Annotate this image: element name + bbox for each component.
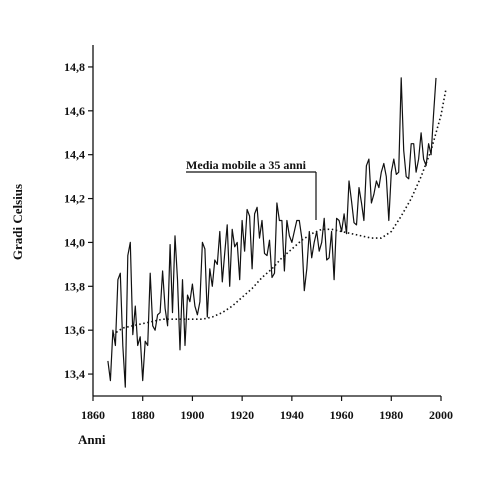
x-ticks: 1860 1880 1900 1920 1940 1960 1980 2000 — [81, 396, 453, 422]
x-tick-label: 2000 — [429, 408, 453, 422]
x-tick-label: 1880 — [131, 408, 155, 422]
annual-temperature-line — [107, 77, 437, 388]
y-tick-label: 13,8 — [64, 279, 85, 293]
x-tick-label: 1920 — [230, 408, 254, 422]
y-tick-label: 14,6 — [64, 104, 85, 118]
x-tick-label: 1900 — [180, 408, 204, 422]
x-tick-label: 1960 — [330, 408, 354, 422]
y-tick-label: 13,6 — [64, 323, 85, 337]
annotation-label: Media mobile a 35 anni — [186, 158, 307, 172]
x-tick-label: 1860 — [81, 408, 105, 422]
moving-average-line — [112, 88, 447, 336]
y-tick-label: 13,4 — [64, 367, 85, 381]
x-tick-label: 1980 — [379, 408, 403, 422]
y-tick-label: 14,4 — [64, 148, 85, 162]
y-ticks: 13,4 13,6 13,8 14,0 14,2 14,4 14,6 14,8 — [64, 60, 93, 381]
x-axis-title: Anni — [78, 432, 106, 447]
x-tick-label: 1940 — [280, 408, 304, 422]
y-tick-label: 14,8 — [64, 60, 85, 74]
y-tick-label: 14,2 — [64, 192, 85, 206]
y-axis-title: Gradi Celsius — [10, 184, 25, 260]
y-tick-label: 14,0 — [64, 235, 85, 249]
